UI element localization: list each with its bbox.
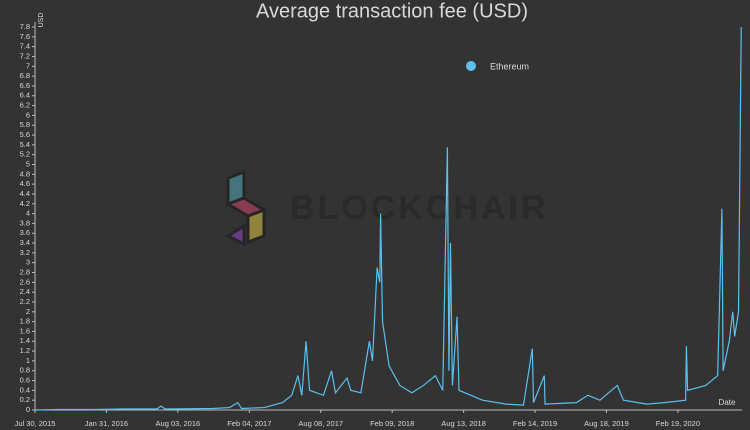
y-tick-label: 6.8 bbox=[20, 71, 30, 80]
y-tick-label: 3.2 bbox=[20, 248, 30, 257]
x-tick-label: Aug 18, 2019 bbox=[584, 419, 629, 428]
y-tick-label: 7 bbox=[26, 61, 30, 70]
y-tick-label: 1.6 bbox=[20, 326, 30, 335]
y-tick-label: 5 bbox=[26, 159, 30, 168]
watermark-logo bbox=[224, 169, 268, 247]
y-tick-label: 1.2 bbox=[20, 346, 30, 355]
y-tick-label: 5.2 bbox=[20, 150, 30, 159]
y-tick-label: 2.4 bbox=[20, 287, 30, 296]
y-tick-label: 5.4 bbox=[20, 140, 30, 149]
y-tick-label: 6.4 bbox=[20, 91, 30, 100]
x-tick-label: Aug 03, 2016 bbox=[156, 419, 201, 428]
y-tick-label: 3.6 bbox=[20, 228, 30, 237]
legend-marker bbox=[466, 61, 476, 71]
y-tick-label: 4.8 bbox=[20, 169, 30, 178]
y-tick-label: 3.4 bbox=[20, 238, 30, 247]
y-tick-label: 1 bbox=[26, 356, 30, 365]
x-tick-label: Aug 13, 2018 bbox=[441, 419, 486, 428]
y-tick-label: 4.6 bbox=[20, 179, 30, 188]
x-tick-label: Feb 09, 2018 bbox=[370, 419, 414, 428]
y-axis-label: USD bbox=[38, 13, 45, 28]
y-tick-label: 4 bbox=[26, 209, 30, 218]
y-tick-label: 5.8 bbox=[20, 120, 30, 129]
y-tick-label: 1.4 bbox=[20, 336, 30, 345]
y-tick-label: 0 bbox=[26, 405, 30, 414]
y-tick-label: 2.8 bbox=[20, 267, 30, 276]
y-tick-label: 4.2 bbox=[20, 199, 30, 208]
chart-title: Average transaction fee (USD) bbox=[256, 0, 528, 22]
legend-label: Ethereum bbox=[490, 61, 529, 71]
y-tick-label: 2.2 bbox=[20, 297, 30, 306]
x-tick-label: Jul 30, 2015 bbox=[15, 419, 56, 428]
y-tick-label: 7.2 bbox=[20, 51, 30, 60]
line-series bbox=[34, 26, 742, 411]
y-tick-label: 6.6 bbox=[20, 81, 30, 90]
x-tick-label: Feb 19, 2020 bbox=[656, 419, 700, 428]
y-tick-label: 0.4 bbox=[20, 385, 30, 394]
y-tick-label: 0.8 bbox=[20, 366, 30, 375]
y-tick-label: 7.8 bbox=[20, 22, 30, 31]
y-tick-label: 0.6 bbox=[20, 376, 30, 385]
x-tick-label: Feb 14, 2019 bbox=[513, 419, 557, 428]
y-tick-label: 1.8 bbox=[20, 317, 30, 326]
y-tick-label: 3.8 bbox=[20, 218, 30, 227]
watermark: BLOCKCHAIR bbox=[290, 189, 549, 227]
y-tick-label: 6 bbox=[26, 110, 30, 119]
y-tick-label: 3 bbox=[26, 258, 30, 267]
y-tick-label: 0.2 bbox=[20, 395, 30, 404]
y-tick-label: 7.4 bbox=[20, 42, 30, 51]
x-tick-label: Jan 31, 2016 bbox=[85, 419, 128, 428]
y-tick-label: 4.4 bbox=[20, 189, 30, 198]
y-tick-label: 2 bbox=[26, 307, 30, 316]
x-tick-label: Aug 08, 2017 bbox=[298, 419, 343, 428]
x-tick-label: Feb 04, 2017 bbox=[227, 419, 271, 428]
y-tick-label: 6.2 bbox=[20, 101, 30, 110]
x-axis-label: Date bbox=[719, 398, 736, 407]
y-tick-label: 7.6 bbox=[20, 32, 30, 41]
y-tick-label: 2.6 bbox=[20, 277, 30, 286]
y-tick-label: 5.6 bbox=[20, 130, 30, 139]
